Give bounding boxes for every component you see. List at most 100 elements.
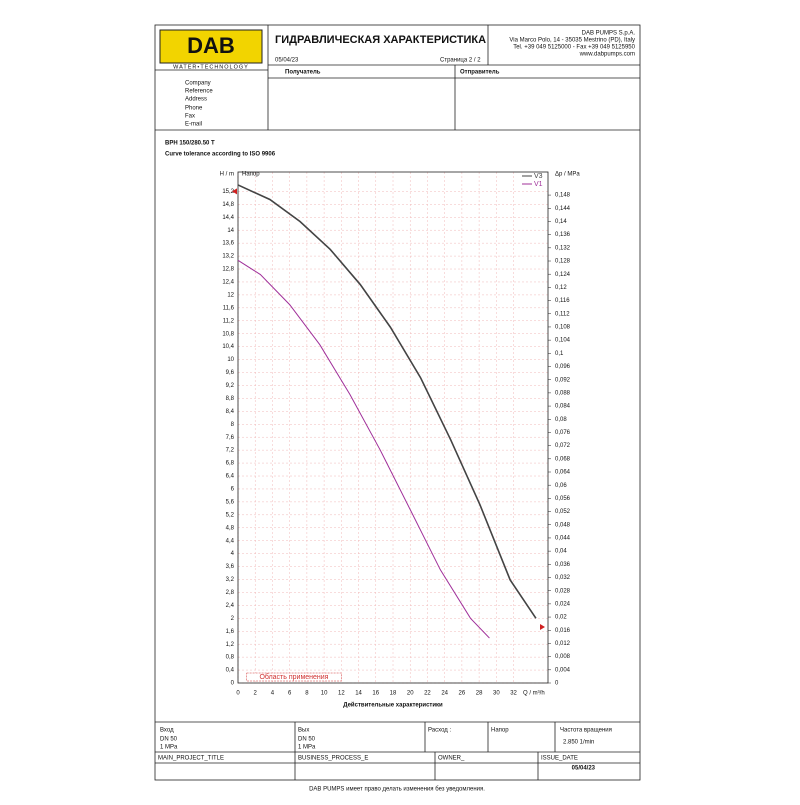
y-tick-label: 1,2	[226, 642, 235, 648]
logo	[159, 29, 263, 64]
field: Company	[185, 81, 211, 87]
y2-tick-label: 0,1	[555, 351, 564, 357]
x-tick-label: 16	[372, 691, 379, 697]
y-tick-label: 5,6	[226, 499, 235, 505]
x-tick-label: 8	[305, 691, 309, 697]
plot-frame	[237, 171, 549, 684]
y2-tick-label: 0,136	[555, 232, 571, 238]
y2-tick-label: 0,064	[555, 470, 571, 476]
field: Phone	[185, 106, 203, 112]
page-no: Страница 2 / 2	[440, 58, 481, 64]
field: Fax	[185, 114, 195, 120]
table-lines	[155, 25, 640, 780]
y2-tick-label: 0,092	[555, 377, 571, 383]
x-tick-label: 18	[390, 691, 397, 697]
y2-tick-label: 0,128	[555, 259, 571, 265]
model: BPH 150/280.50 T	[165, 141, 215, 147]
y-tick-label: 6	[231, 487, 235, 493]
y2-tick-label: 0,108	[555, 325, 571, 331]
footer-cell: Частота вращения	[560, 728, 612, 734]
y-tick-label: 2,4	[226, 603, 235, 609]
y2-tick-label: 0,088	[555, 390, 571, 396]
y2-tick-label: 0,052	[555, 509, 571, 515]
y2-tick-label: 0,048	[555, 522, 571, 528]
frame	[154, 24, 641, 781]
y-tick-label: 9,2	[226, 383, 235, 389]
y-tick-label: 6,8	[226, 461, 235, 467]
x-tick-label: 20	[407, 691, 414, 697]
logo-text: DAB	[187, 33, 235, 58]
footer-cell: 2.850 1/min	[563, 740, 594, 746]
y-tick-label: 12,4	[222, 280, 234, 286]
x-axis-label: Q / m³/h	[523, 691, 545, 697]
x-tick-label: 6	[288, 691, 292, 697]
note: DAB PUMPS имеет право делать изменения б…	[309, 787, 485, 793]
y-tick-label: 0,4	[226, 668, 235, 674]
curve	[237, 184, 537, 619]
range	[246, 672, 342, 682]
x-tick-label: 32	[510, 691, 517, 697]
duty-mark	[540, 623, 545, 630]
y-tick-label: 14,4	[222, 215, 234, 221]
x-tick-label: 0	[236, 691, 240, 697]
y-tick-label: 0	[231, 681, 235, 687]
field: Address	[185, 97, 207, 103]
y2-tick-label: 0,084	[555, 404, 571, 410]
x-tick-label: 4	[271, 691, 275, 697]
y-tick-label: 7,6	[226, 435, 235, 441]
y2-tick-label: 0,012	[555, 641, 571, 647]
y-tick-label: 4,4	[226, 538, 235, 544]
y-tick-label: 6,4	[226, 474, 235, 480]
y2-tick-label: 0,028	[555, 588, 571, 594]
x-title: Действительные характеристики	[343, 702, 443, 709]
y-tick-label: 11,6	[223, 305, 235, 311]
x-tick-label: 10	[321, 691, 328, 697]
footer-cell: MAIN_PROJECT_TITLE	[158, 756, 224, 762]
x-tick-label: 12	[338, 691, 345, 697]
y2-tick-label: 0,12	[555, 285, 567, 291]
y-tick-label: 10,8	[222, 331, 234, 337]
y2-tick-label: 0,124	[555, 272, 571, 278]
y-tick-label: 8	[231, 422, 235, 428]
y2-tick-label: 0,004	[555, 667, 571, 673]
y2-tick-label: 0,072	[555, 443, 571, 449]
y-tick-label: 10,4	[222, 344, 234, 350]
y2-tick-label: 0,14	[555, 219, 567, 225]
company: Via Marco Polo, 14 - 35035 Mestrino (PD)…	[509, 38, 635, 44]
sender: Отправитель	[460, 70, 500, 76]
y2-tick-label: 0,06	[555, 483, 567, 489]
y2-tick-label: 0,02	[555, 615, 567, 621]
footer-cell: OWNER_	[438, 756, 465, 762]
y-tick-label: 4	[231, 551, 235, 557]
footer-cell: ISSUE_DATE	[541, 756, 578, 762]
y-tick-label: 3,2	[226, 577, 235, 583]
y-axis-label: H / m	[220, 172, 234, 178]
curve	[237, 259, 490, 639]
footer-cell: Вых	[298, 728, 309, 734]
date: 05/04/23	[275, 58, 299, 64]
y-tick-label: 5,2	[226, 512, 235, 518]
y2-tick-label: 0,016	[555, 628, 571, 634]
y-tick-label: 13,6	[222, 241, 234, 247]
y2-tick-label: 0,068	[555, 456, 571, 462]
y-tick-label: 14,8	[222, 202, 234, 208]
y-tick-label: 12,8	[222, 267, 234, 273]
company: www.dabpumps.com	[579, 52, 635, 58]
footer-cell: Вход	[160, 728, 174, 734]
y-tick-label: 13,2	[222, 254, 234, 260]
y2-tick-label: 0,032	[555, 575, 571, 581]
legend-label: V1	[534, 181, 543, 188]
x-tick-label: 30	[493, 691, 500, 697]
footer-cell: Расход :	[428, 728, 451, 734]
chart: 0 0,4 0,8 1,2 1,6 2 2,4 2,8 3,2 3,6 4 4,4 4,8 5,2 5,6 6…	[220, 172, 581, 709]
y2-tick-label: 0,008	[555, 654, 571, 660]
range-label: Область применения	[259, 673, 328, 681]
y2-tick-label: 0,112	[555, 311, 570, 317]
y2-tick-label: 0,024	[555, 601, 571, 607]
y-tick-label: 11,2	[223, 318, 235, 324]
y-tick-label: 3,6	[226, 564, 235, 570]
y-tick-label: 8,4	[226, 409, 235, 415]
y2-tick-label: 0	[555, 681, 559, 687]
